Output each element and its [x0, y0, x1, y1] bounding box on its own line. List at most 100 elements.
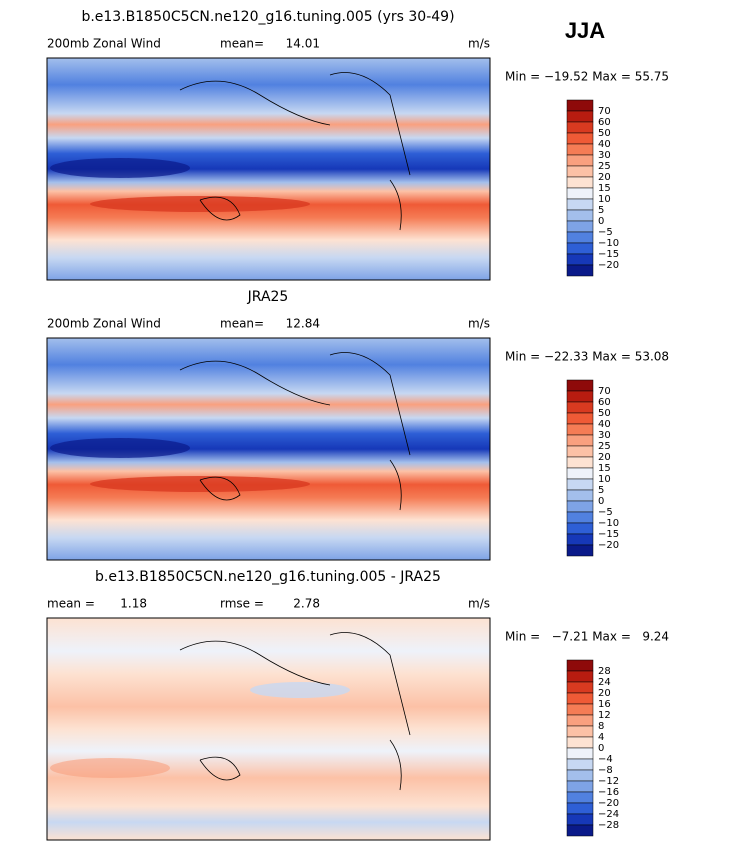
colorbar-label: 60 [598, 397, 611, 408]
colorbar-box [566, 198, 594, 211]
colorbar-label: −28 [598, 820, 619, 831]
units-label: m/s [468, 597, 490, 611]
stat-value: 2.78 [293, 597, 320, 611]
colorbar-label: −20 [598, 260, 619, 271]
units-label: m/s [468, 37, 490, 51]
stat-label: mean= [220, 317, 264, 331]
colorbar-label: 30 [598, 150, 611, 161]
colorbar-label: 12 [598, 710, 611, 721]
easterly-core [50, 158, 190, 178]
colorbar-box [566, 791, 594, 804]
colorbar-label: 20 [598, 172, 611, 183]
colorbar-box [566, 220, 594, 233]
colorbar-box [566, 813, 594, 826]
colorbar-label: −12 [598, 776, 619, 787]
colorbar-box [566, 659, 594, 672]
colorbar-label: 50 [598, 408, 611, 419]
colorbar-label: −5 [598, 507, 613, 518]
colorbar-box [566, 500, 594, 513]
colorbar-label: −20 [598, 798, 619, 809]
colorbar-box [566, 401, 594, 414]
coastline [179, 72, 411, 231]
anomaly [50, 758, 170, 778]
season-label: JJA [565, 18, 605, 43]
coastline [179, 632, 411, 791]
colorbar-label: −10 [598, 238, 619, 249]
colorbar-box [566, 209, 594, 222]
colorbar-box [566, 780, 594, 793]
anomaly [250, 682, 350, 698]
colorbar-label: −8 [598, 765, 613, 776]
colorbar-label: 0 [598, 496, 604, 507]
colorbar-box [566, 390, 594, 403]
coastline [179, 352, 411, 511]
colorbar-box [566, 703, 594, 716]
colorbar-box [566, 511, 594, 524]
stat-value: 12.84 [286, 317, 320, 331]
colorbar-box [566, 121, 594, 134]
colorbar-box [566, 242, 594, 255]
colorbar-box [566, 681, 594, 694]
colorbar-label: 70 [598, 386, 611, 397]
panel-title: b.e13.B1850C5CN.ne120_g16.tuning.005 (yr… [81, 9, 454, 25]
colorbar-box [566, 467, 594, 480]
colorbar-label: −4 [598, 754, 613, 765]
colorbar-label: −10 [598, 518, 619, 529]
colorbar-label: 25 [598, 441, 611, 452]
colorbar-label: 0 [598, 216, 604, 227]
colorbar-label: 8 [598, 721, 604, 732]
colorbar-label: 0 [598, 743, 604, 754]
colorbar-label: 28 [598, 666, 611, 677]
colorbar-label: 25 [598, 161, 611, 172]
colorbar-label: 15 [598, 463, 611, 474]
colorbar-box [566, 533, 594, 546]
colorbar-label: −16 [598, 787, 619, 798]
colorbar-label: 50 [598, 128, 611, 139]
colorbar-box [566, 522, 594, 535]
colorbar-box [566, 445, 594, 458]
colorbar-box [566, 758, 594, 771]
colorbar-box [566, 692, 594, 705]
colorbar-box [566, 670, 594, 683]
easterly-core [50, 438, 190, 458]
colorbar-box [566, 110, 594, 123]
colorbar-box [566, 725, 594, 738]
colorbar-label: −15 [598, 529, 619, 540]
jet-core [90, 196, 310, 212]
colorbar-label: 15 [598, 183, 611, 194]
panel-title: JRA25 [247, 289, 289, 305]
colorbar-box [566, 187, 594, 200]
colorbar-box [566, 412, 594, 425]
colorbar-label: 30 [598, 430, 611, 441]
stat-value: 1.18 [120, 597, 147, 611]
colorbar-box [566, 165, 594, 178]
colorbar-box [566, 747, 594, 760]
colorbar-box [566, 802, 594, 815]
colorbar-box [566, 736, 594, 749]
colorbar-box [566, 714, 594, 727]
colorbar-label: 4 [598, 732, 604, 743]
colorbar-label: 20 [598, 452, 611, 463]
colorbar-box [566, 253, 594, 266]
variable-label: 200mb Zonal Wind [47, 37, 161, 51]
colorbar-box [566, 143, 594, 156]
stat-label: mean = [47, 597, 95, 611]
colorbar-label: 40 [598, 419, 611, 430]
stat-label: mean= [220, 37, 264, 51]
colorbar-box [566, 544, 594, 557]
colorbar-box [566, 99, 594, 112]
colorbar-box [566, 264, 594, 277]
colorbar-box [566, 769, 594, 782]
colorbar-box [566, 824, 594, 837]
colorbar-box [566, 434, 594, 447]
colorbar-label: −5 [598, 227, 613, 238]
colorbar-box [566, 478, 594, 491]
colorbar-box [566, 231, 594, 244]
colorbar-label: −24 [598, 809, 619, 820]
jet-core [90, 476, 310, 492]
units-label: m/s [468, 317, 490, 331]
colorbar-box [566, 456, 594, 469]
min-max-label: Min = −7.21 Max = 9.24 [505, 630, 669, 644]
min-max-label: Min = −22.33 Max = 53.08 [505, 350, 669, 364]
